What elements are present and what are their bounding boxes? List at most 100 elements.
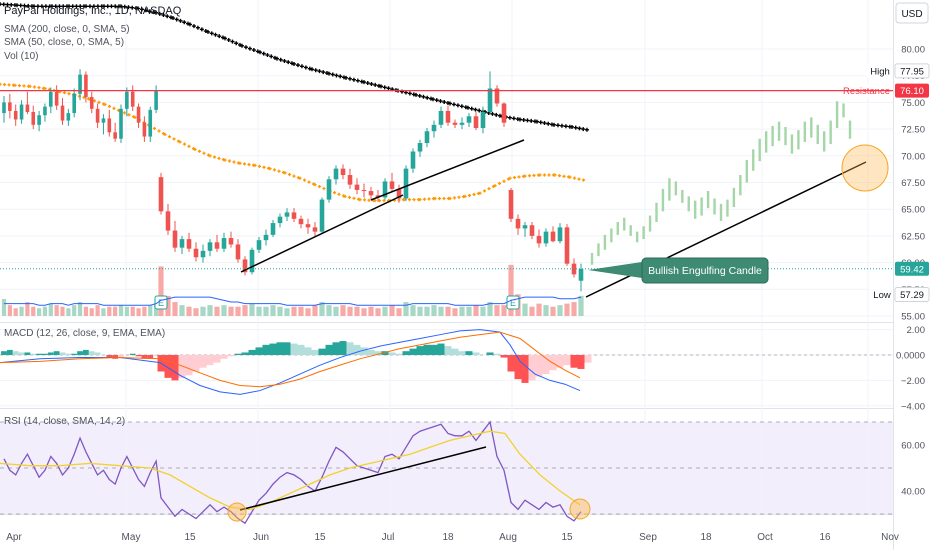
price-tick-label: 72.50	[901, 125, 925, 136]
macd-histogram-bar	[430, 344, 438, 355]
candle-body	[37, 115, 41, 125]
sma50-point	[7, 83, 11, 87]
volume-bar	[543, 305, 549, 316]
projection-bar	[816, 124, 819, 145]
macd-histogram-bar	[584, 355, 592, 363]
sma200-point	[199, 27, 204, 32]
macd-histogram-bar	[206, 355, 214, 366]
projection-bar	[642, 226, 645, 240]
sma200-point	[570, 124, 574, 129]
sma200-point	[386, 86, 391, 91]
candle-body	[480, 112, 486, 129]
sma200-point	[451, 102, 456, 107]
volume-bar	[107, 306, 112, 316]
pane-divider-2[interactable]	[0, 408, 893, 409]
time-tick-label: May	[122, 532, 141, 543]
sma200-point	[258, 50, 262, 55]
sma50-point	[493, 184, 497, 188]
bullish-engulfing-callout[interactable]: Bullish Engulfing Candle	[588, 257, 769, 284]
sma50-point	[202, 151, 206, 155]
sma200-point	[272, 55, 277, 60]
volume-bar	[522, 303, 528, 316]
sma200-point	[237, 42, 242, 47]
volume-bar	[557, 305, 563, 316]
sma200-point	[147, 9, 152, 14]
sma200-point	[78, 4, 83, 9]
sma200-point	[165, 14, 170, 19]
volume-bar	[270, 305, 276, 316]
sma50-point	[352, 196, 356, 200]
macd-histogram-bar	[388, 352, 396, 355]
projection-bar	[764, 131, 768, 153]
rsi-label[interactable]: RSI (14, close, SMA, 14, 2)	[4, 416, 125, 427]
volume-bar	[118, 305, 124, 316]
currency-button[interactable]	[895, 2, 929, 24]
sma50-point	[107, 104, 112, 109]
macd-label[interactable]: MACD (12, 26, close, 9, EMA, EMA)	[4, 328, 165, 339]
sma200-point	[32, 4, 36, 9]
sma50-point	[448, 196, 452, 201]
sma50-point	[133, 115, 137, 119]
sma200-point	[455, 103, 460, 108]
rsi-tick-label: 60.00	[901, 441, 925, 452]
sma200-point	[57, 4, 62, 9]
sma50-point	[553, 173, 557, 177]
volume-bar	[354, 306, 360, 316]
candle-body	[473, 116, 479, 129]
sma200-point	[584, 127, 589, 132]
macd-histogram-bar	[77, 351, 83, 355]
sma200-point	[1, 2, 6, 7]
sma50-point	[208, 154, 212, 158]
sma200-point	[369, 81, 374, 86]
sma200-point	[50, 4, 54, 9]
candle-body	[515, 218, 521, 229]
sma200-point	[39, 4, 44, 9]
projection-bar	[655, 202, 658, 223]
candle-body	[142, 122, 147, 137]
sma200-point	[407, 91, 412, 96]
sma50-point	[557, 174, 562, 178]
time-tick-label: Jun	[253, 532, 269, 543]
callout-text: Bullish Engulfing Candle	[648, 265, 762, 277]
volume-bar	[473, 305, 479, 316]
macd-histogram-bar	[153, 355, 159, 357]
rsi-ma-line	[0, 430, 581, 511]
sma200-point	[113, 4, 118, 9]
sma200-point	[191, 24, 196, 29]
macd-histogram-bar	[234, 353, 242, 355]
sma50-point	[472, 192, 476, 197]
sma200-point	[286, 60, 291, 65]
sma50-point	[152, 126, 157, 131]
candle-body	[31, 112, 36, 125]
resistance-value-bg	[895, 83, 929, 98]
sma200-point	[442, 100, 447, 105]
sma200-point	[362, 80, 366, 85]
indicator-vol-label[interactable]: Vol (10)	[4, 51, 38, 62]
sma200-point	[525, 118, 530, 123]
macd-histogram-bar	[24, 352, 31, 355]
indicator-sma50-label[interactable]: SMA (50, close, 0, SMA, 5)	[4, 37, 124, 48]
sma50-point	[82, 95, 86, 100]
current-price-bg	[895, 261, 929, 276]
macd-histogram-bar	[493, 353, 501, 355]
rsi-pane	[0, 420, 893, 525]
candle-body	[49, 91, 53, 107]
sma50-point	[182, 142, 187, 146]
sma200-point	[109, 4, 114, 9]
candle-body	[487, 88, 493, 113]
projection-bar	[629, 225, 632, 236]
indicator-sma200-label[interactable]: SMA (200, close, 0, SMA, 5)	[4, 24, 130, 35]
sma50-point	[127, 113, 131, 117]
projection-bar	[694, 200, 697, 219]
sma200-point	[542, 121, 547, 126]
candle-body	[438, 110, 444, 125]
sma50-point	[268, 167, 272, 171]
volume-bar	[438, 306, 444, 316]
volume-bar	[361, 308, 367, 316]
sma200-point	[234, 41, 239, 46]
pane-divider-1[interactable]	[0, 322, 893, 323]
sma50-point	[373, 199, 377, 203]
sma200-point	[330, 72, 335, 77]
projection-bar	[758, 138, 761, 162]
